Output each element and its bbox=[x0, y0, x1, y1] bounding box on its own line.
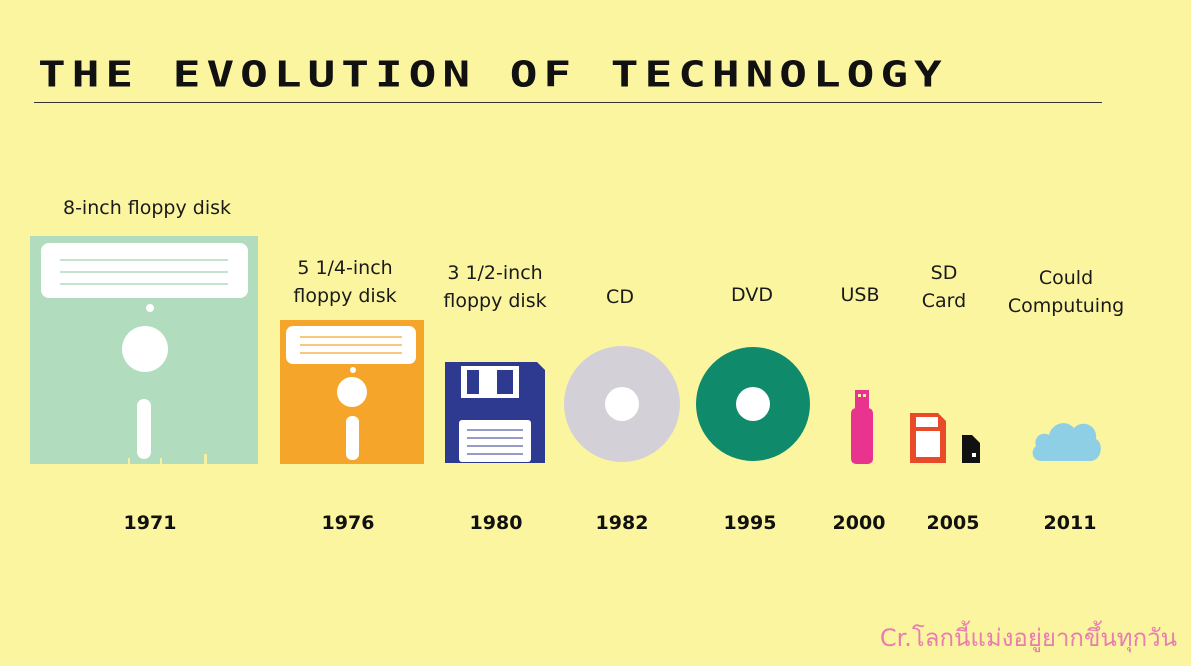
label-8-inch-floppy: 8-inch floppy disk bbox=[30, 194, 264, 222]
year-2005: 2005 bbox=[926, 512, 980, 534]
label-line: USB bbox=[840, 284, 880, 306]
label-line: floppy disk bbox=[293, 285, 397, 307]
label-dvd: DVD bbox=[712, 281, 792, 309]
dvd-icon bbox=[696, 347, 810, 461]
credit-text: Cr.โลกนี้แม่งอยู่ยากขึ้นทุกวัน bbox=[879, 624, 1177, 652]
label-line: 8-inch floppy disk bbox=[62, 197, 232, 219]
label-line: 3 1/2-inch bbox=[447, 262, 543, 284]
year-1982: 1982 bbox=[595, 512, 649, 534]
floppy-8-inch-icon bbox=[30, 236, 258, 464]
label-line: 5 1/4-inch bbox=[297, 257, 393, 279]
year-1995: 1995 bbox=[723, 512, 777, 534]
cloud-icon bbox=[1032, 423, 1101, 461]
page-title: THE EVOLUTION OF TECHNOLOGY bbox=[38, 52, 948, 95]
cd-icon bbox=[564, 346, 680, 462]
year-1976: 1976 bbox=[321, 512, 375, 534]
label-sd-card: SD Card bbox=[904, 259, 984, 315]
sd-card-icon bbox=[910, 413, 980, 463]
usb-icon bbox=[851, 390, 873, 464]
floppy-5-inch-icon bbox=[280, 320, 424, 464]
label-cd: CD bbox=[580, 283, 660, 311]
label-line: Card bbox=[921, 290, 967, 312]
year-2000: 2000 bbox=[832, 512, 886, 534]
label-line: Could bbox=[1038, 267, 1094, 289]
label-line: DVD bbox=[731, 284, 773, 306]
label-line: Computuing bbox=[1007, 295, 1125, 317]
year-2011: 2011 bbox=[1043, 512, 1097, 534]
label-line: floppy disk bbox=[443, 290, 547, 312]
floppy-3-inch-icon bbox=[445, 362, 545, 463]
label-line: SD bbox=[930, 262, 958, 284]
label-usb: USB bbox=[820, 281, 900, 309]
label-3-inch-floppy: 3 1/2-inch floppy disk bbox=[428, 259, 562, 315]
label-5-inch-floppy: 5 1/4-inch floppy disk bbox=[272, 254, 418, 310]
title-underline bbox=[34, 102, 1102, 103]
label-line: CD bbox=[606, 286, 634, 308]
year-1971: 1971 bbox=[123, 512, 177, 534]
label-cloud-computing: Could Computuing bbox=[996, 264, 1136, 320]
year-1980: 1980 bbox=[469, 512, 523, 534]
